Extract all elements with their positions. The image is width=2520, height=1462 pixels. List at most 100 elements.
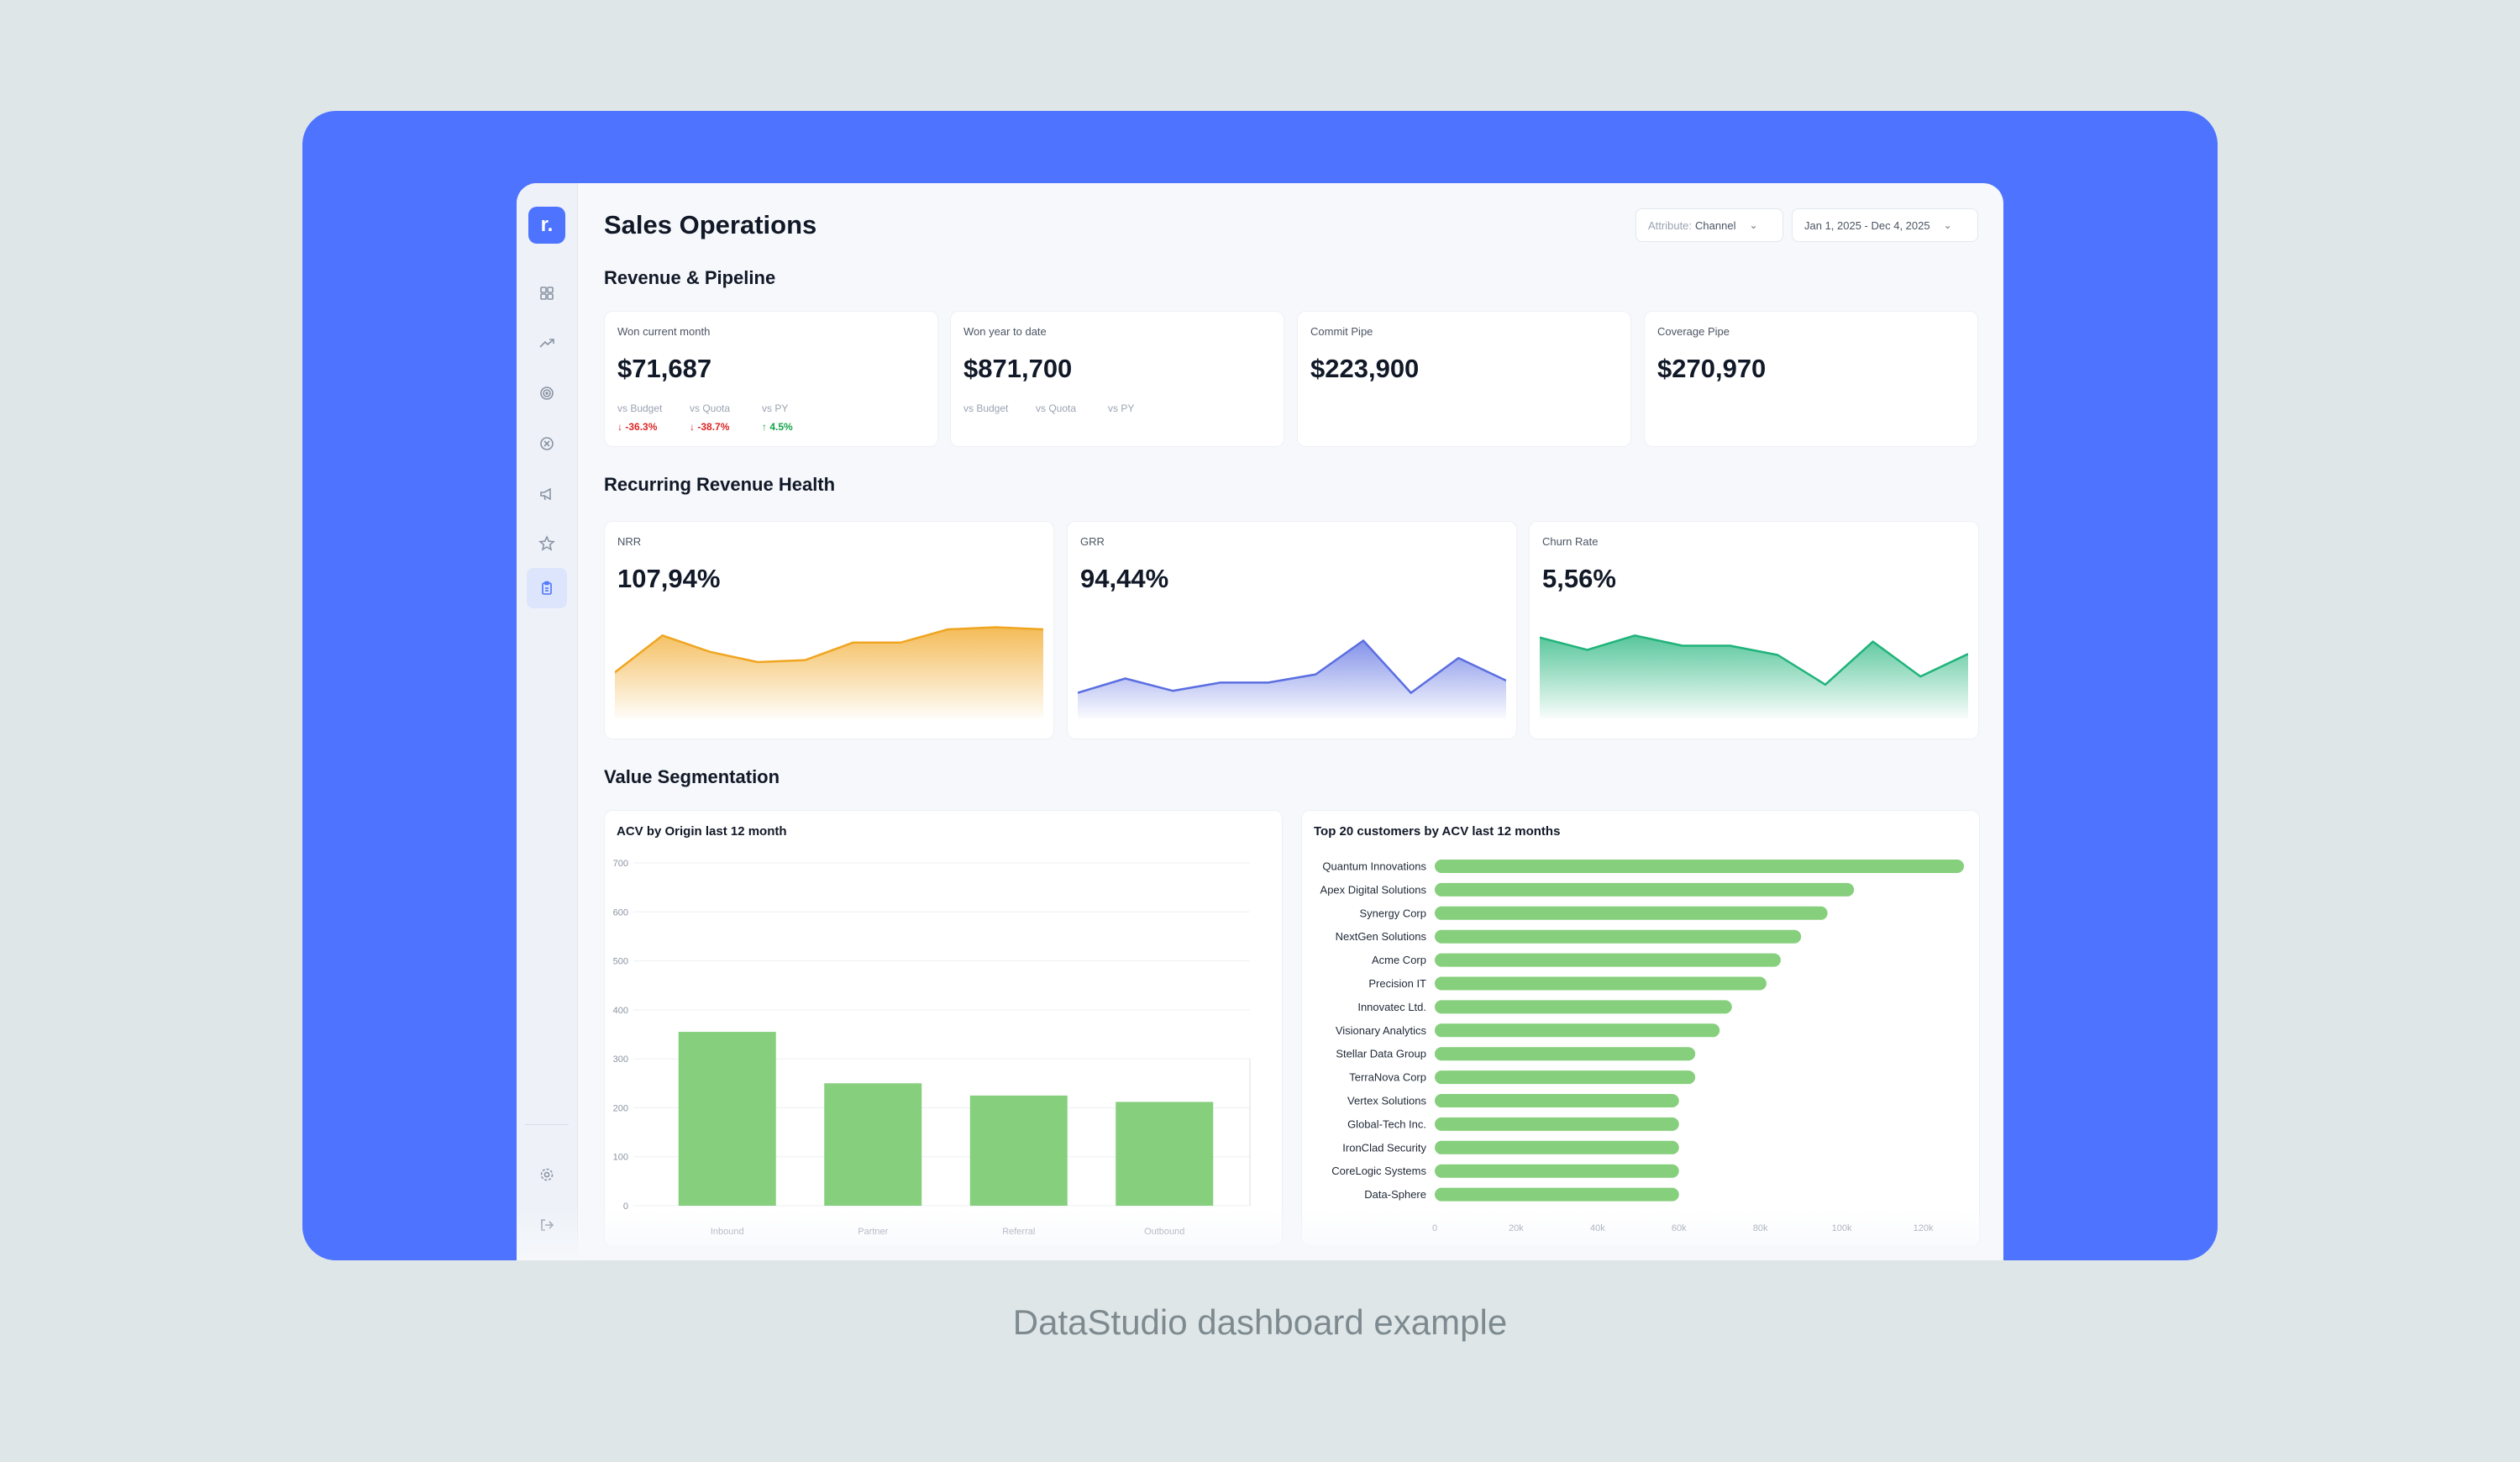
app-window: r. (517, 183, 2003, 1260)
kpi-label: Coverage Pipe (1657, 325, 1730, 338)
section-title-segmentation: Value Segmentation (604, 766, 780, 787)
trend-icon[interactable] (532, 329, 562, 359)
comparison-label: vs Quota (1036, 402, 1077, 414)
bar (1435, 1140, 1679, 1154)
sidebar-divider (525, 1124, 569, 1125)
kpi-label: Won year to date (963, 325, 1047, 338)
y-tick-label: 100 (613, 1153, 628, 1163)
arrow-down-icon: ↓ (617, 421, 626, 433)
category-label: Precision IT (1368, 977, 1426, 990)
y-tick-label: 400 (613, 1006, 628, 1016)
sidebar: r. (517, 183, 578, 1260)
clipboard-icon[interactable] (527, 568, 567, 608)
category-label: Global-Tech Inc. (1347, 1118, 1426, 1130)
bar (1435, 1094, 1679, 1107)
category-label: Stellar Data Group (1336, 1048, 1426, 1060)
bar (1435, 976, 1767, 991)
y-tick-label: 200 (613, 1103, 628, 1113)
bar (1435, 1023, 1720, 1038)
churn-rate-sparkline (1540, 634, 1968, 718)
arrow-down-icon: ↓ (690, 421, 698, 433)
comparison-label: vs Budget (963, 402, 1009, 414)
metric-card-nrr: NRR 107,94% (604, 521, 1054, 739)
kpi-label: Won current month (617, 325, 711, 338)
bar (1435, 906, 1828, 920)
kpi-value: $71,687 (617, 354, 712, 383)
metric-label: GRR (1080, 535, 1105, 548)
chevron-down-icon: ⌄ (1749, 219, 1758, 231)
comparison-label: vs Budget (617, 402, 663, 414)
comparison-label: vs PY (1108, 402, 1135, 414)
bar (1435, 1164, 1679, 1178)
bottom-fade (517, 1210, 2003, 1260)
delta-badge: ↓ -36.3% (617, 421, 658, 433)
sparkline-line (615, 626, 1043, 674)
category-label: Visionary Analytics (1336, 1024, 1427, 1037)
metric-card-grr: GRR 94,44% (1067, 521, 1517, 739)
chart-title: ACV by Origin last 12 month (617, 824, 787, 839)
y-tick-label: 500 (613, 957, 628, 967)
metric-value: 94,44% (1080, 564, 1169, 593)
caption: DataStudio dashboard example (1012, 1302, 1508, 1342)
category-label: Data-Sphere (1364, 1188, 1426, 1201)
delta-badge: ↓ -38.7% (690, 421, 730, 433)
sparkline-area (1540, 635, 1968, 718)
bar (1435, 1070, 1696, 1085)
comparison-label: vs PY (762, 402, 789, 414)
metric-value: 5,56% (1542, 564, 1616, 593)
arrow-up-icon: ↑ (762, 421, 770, 433)
date-range-dropdown[interactable]: Jan 1, 2025 - Dec 4, 2025 ⌄ (1792, 208, 1978, 242)
bar (1435, 1187, 1679, 1202)
section-title-recurring: Recurring Revenue Health (604, 474, 836, 495)
sparkline-line (1078, 639, 1506, 694)
top-customers-chart-card: Top 20 customers by ACV last 12 months Q… (1301, 810, 1980, 1247)
y-tick-label: 0 (623, 1202, 628, 1212)
acv-by-origin-chart: 0100200300400500600700InboundPartnerRefe… (613, 859, 1251, 1237)
bar (1435, 1000, 1732, 1014)
kpi-value: $270,970 (1657, 354, 1767, 383)
sparkline-line (1540, 634, 1968, 686)
top-customers-chart: Quantum Innovations Apex Digital Solution… (1320, 860, 1964, 1233)
chevron-down-icon: ⌄ (1943, 219, 1952, 231)
category-label: NextGen Solutions (1336, 930, 1427, 943)
kpi-label: Commit Pipe (1310, 325, 1373, 338)
bar (824, 1083, 922, 1206)
category-label: CoreLogic Systems (1331, 1165, 1426, 1177)
bar (1435, 929, 1802, 944)
delta-badge: ↑ 4.5% (762, 421, 793, 433)
compass-icon[interactable] (532, 429, 562, 459)
dashboard-icon[interactable] (532, 278, 562, 308)
category-label: TerraNova Corp (1349, 1071, 1426, 1084)
sparkline-area (615, 627, 1043, 718)
category-label: IronClad Security (1342, 1141, 1426, 1154)
category-label: Acme Corp (1372, 954, 1426, 966)
settings-icon[interactable] (532, 1160, 562, 1190)
metric-label: Churn Rate (1542, 535, 1599, 548)
category-label: Innovatec Ltd. (1357, 1001, 1426, 1013)
category-label: Apex Digital Solutions (1320, 883, 1427, 896)
bar (1435, 882, 1855, 897)
attribute-filter-dropdown[interactable]: Attribute: Channel ⌄ (1635, 208, 1783, 242)
acv-by-origin-chart-card: ACV by Origin last 12 month 0 100 200 300 40… (604, 810, 1283, 1247)
comparison-label: vs Quota (690, 402, 731, 414)
bar (1435, 860, 1964, 873)
metric-value: 107,94% (617, 564, 721, 593)
bar (1435, 1117, 1679, 1131)
section-title-revenue: Revenue & Pipeline (604, 267, 776, 288)
bar (1435, 1047, 1696, 1061)
bar (1116, 1102, 1214, 1206)
kpi-value: $223,900 (1310, 354, 1420, 383)
kpi-card-won-ytd: Won year to date $871,700 vs Budget vs Q… (950, 311, 1284, 447)
chart-title: Top 20 customers by ACV last 12 months (1314, 824, 1561, 839)
metric-label: NRR (617, 535, 642, 548)
star-icon[interactable] (532, 529, 562, 559)
filter-value: Channel (1695, 218, 1736, 232)
app-logo[interactable]: r. (528, 207, 565, 244)
kpi-card-coverage-pipe: Coverage Pipe $270,970 (1644, 311, 1978, 447)
bar (1435, 953, 1781, 967)
filter-prefix: Attribute: (1648, 218, 1693, 232)
megaphone-icon[interactable] (532, 479, 562, 509)
y-tick-label: 700 (613, 859, 628, 869)
target-icon[interactable] (532, 378, 562, 408)
kpi-value: $871,700 (963, 354, 1073, 383)
